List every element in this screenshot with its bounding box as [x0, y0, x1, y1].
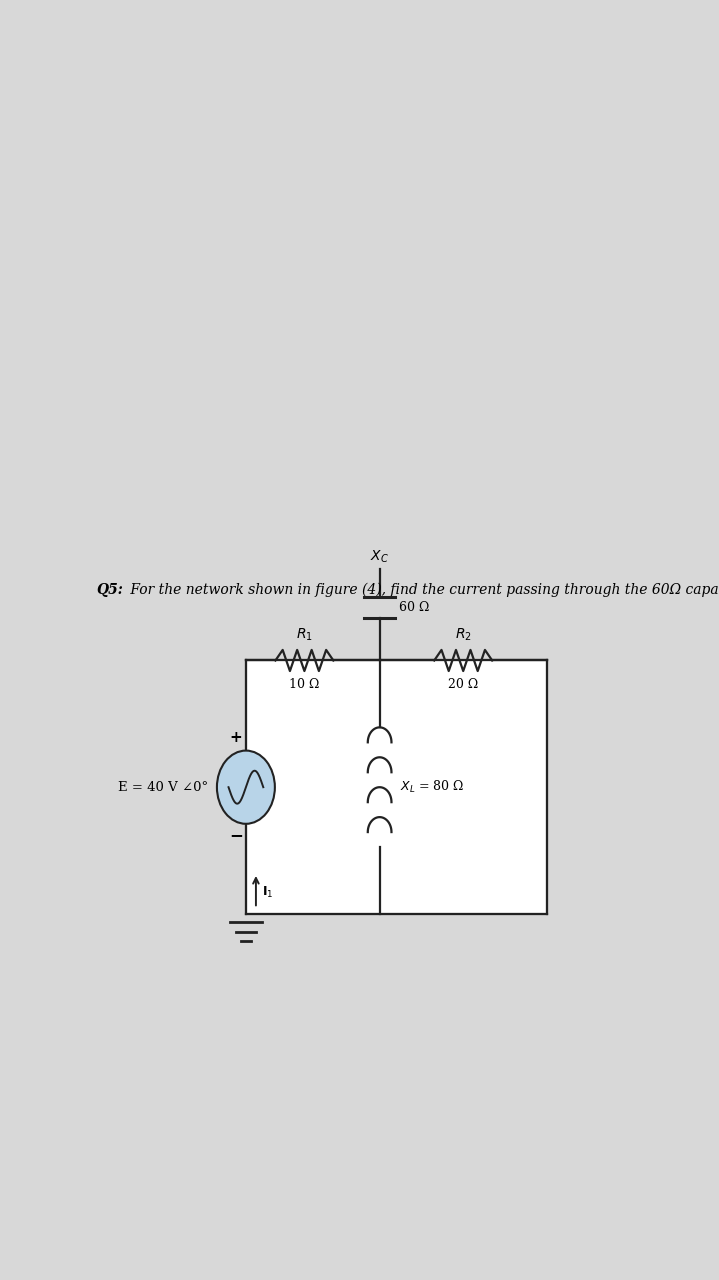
Text: Q5:: Q5: — [96, 584, 124, 596]
Text: E = 40 V ∠0°: E = 40 V ∠0° — [119, 781, 209, 794]
Text: For the network shown in figure (4), find the current passing through the 60Ω ca: For the network shown in figure (4), fin… — [126, 582, 719, 596]
Text: +: + — [229, 730, 242, 745]
Text: $X_L$ = 80 Ω: $X_L$ = 80 Ω — [400, 780, 464, 795]
Text: 20 Ω: 20 Ω — [448, 678, 478, 691]
Text: $R_1$: $R_1$ — [296, 626, 313, 643]
Text: $R_2$: $R_2$ — [455, 626, 472, 643]
Text: 10 Ω: 10 Ω — [289, 678, 319, 691]
Text: $\mathbf{I}_1$: $\mathbf{I}_1$ — [262, 886, 273, 900]
Text: 60 Ω: 60 Ω — [399, 602, 429, 614]
Text: $X_C$: $X_C$ — [370, 549, 389, 566]
FancyBboxPatch shape — [246, 660, 546, 914]
Circle shape — [217, 750, 275, 824]
Text: −: − — [229, 826, 243, 844]
